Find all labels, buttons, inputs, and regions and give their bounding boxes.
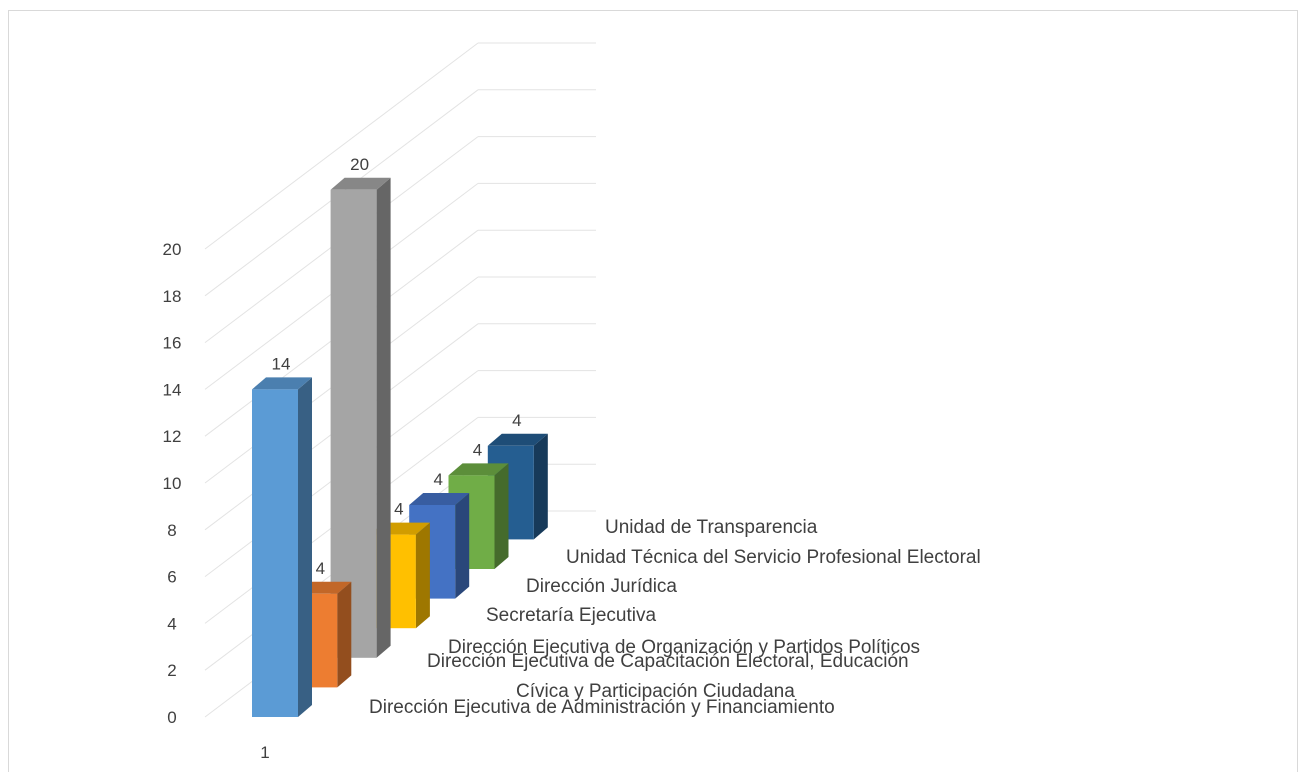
bar-top — [252, 377, 312, 390]
series-label: Cívica y Participación Ciudadana — [516, 681, 795, 702]
y-tick-label: 20 — [163, 240, 182, 259]
data-label: 4 — [316, 559, 325, 578]
bar-front — [330, 189, 377, 658]
bar-top — [330, 177, 391, 190]
data-label: 4 — [394, 500, 403, 519]
y-tick-label: 0 — [167, 708, 176, 727]
data-label: 14 — [272, 354, 291, 373]
bar-side — [298, 377, 312, 717]
series-label: Secretaría Ejecutiva — [486, 605, 656, 626]
chart-frame — [8, 10, 1298, 772]
gridline — [204, 42, 479, 250]
y-tick-label: 18 — [163, 287, 182, 306]
data-label: 4 — [512, 411, 521, 430]
series-label: Dirección Jurídica — [526, 576, 677, 597]
bar-side — [376, 177, 391, 658]
y-tick-label: 12 — [163, 427, 182, 446]
bar-front — [252, 389, 298, 717]
y-tick-label: 4 — [167, 614, 176, 633]
bar-side — [455, 493, 470, 599]
data-label: 20 — [350, 155, 369, 174]
bar-side — [533, 433, 548, 540]
bar-side — [494, 463, 509, 569]
bar-side — [337, 581, 352, 688]
y-tick-label: 16 — [163, 334, 182, 353]
y-tick-label: 8 — [167, 521, 176, 540]
y-tick-label: 14 — [163, 380, 182, 399]
y-axis-ticks: 0 2 4 6 8 10 12 14 16 18 20 — [163, 240, 182, 727]
series-label: Dirección Ejecutiva de Capacitación Elec… — [427, 651, 909, 672]
bar-top — [487, 433, 548, 446]
bars: 4 4 4 4 20 4 14 — [252, 155, 548, 717]
x-tick-label: 1 — [260, 743, 269, 762]
series-label: Unidad Técnica del Servicio Profesional … — [566, 547, 981, 568]
series-label: Dirección Ejecutiva de Administración y … — [369, 697, 835, 718]
y-tick-label: 2 — [167, 661, 176, 680]
bar-side — [415, 522, 430, 629]
bar-top — [448, 463, 509, 476]
y-tick-label: 6 — [167, 568, 176, 587]
bar: 14 — [252, 354, 312, 717]
data-label: 4 — [433, 470, 442, 489]
series-labels: Dirección Ejecutiva de Administración y … — [369, 517, 981, 718]
series-label: Dirección Ejecutiva de Organización y Pa… — [448, 637, 920, 658]
data-label: 4 — [473, 440, 482, 459]
y-tick-label: 10 — [163, 474, 182, 493]
bar-top — [409, 493, 470, 505]
bar: 20 — [330, 155, 391, 658]
series-label: Unidad de Transparencia — [605, 517, 818, 538]
